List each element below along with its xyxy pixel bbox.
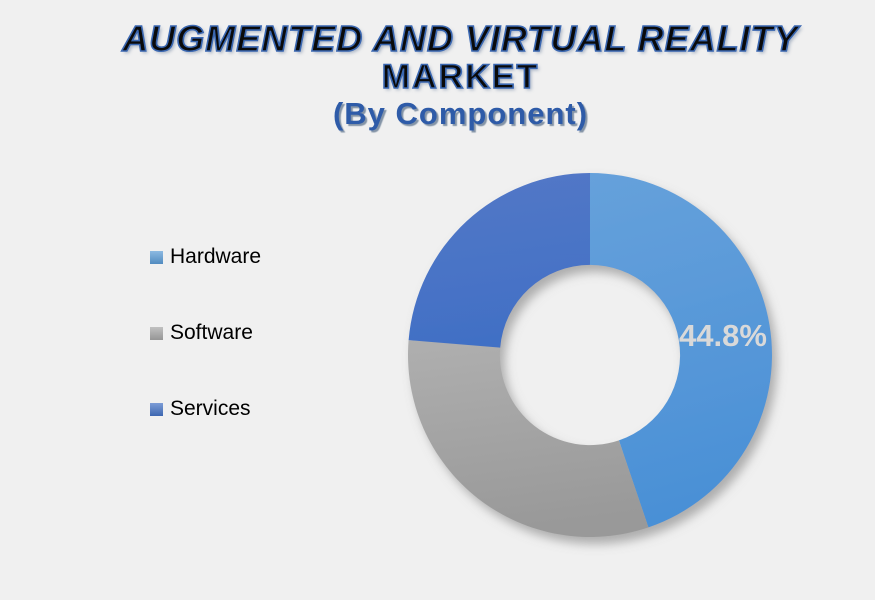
- legend-marker-services-icon: [150, 402, 163, 416]
- legend-marker-software-icon: [150, 326, 163, 340]
- legend: Hardware Software Services: [150, 243, 261, 471]
- legend-item-software[interactable]: Software: [150, 319, 261, 347]
- legend-marker-hardware-icon: [150, 250, 163, 264]
- chart-title-line2: MARKET: [381, 57, 540, 97]
- chart-subtitle: (By Component): [332, 96, 589, 131]
- legend-label-hardware: Hardware: [170, 245, 262, 268]
- chart-title: AUGMENTED AND VIRTUAL REALITY MARKET (By…: [23, 18, 875, 132]
- legend-item-services[interactable]: Services: [150, 395, 261, 423]
- donut-slice-services[interactable]: [408, 173, 590, 348]
- donut-slice-software[interactable]: [408, 340, 649, 537]
- legend-item-hardware[interactable]: Hardware: [150, 243, 261, 271]
- legend-label-software: Software: [170, 321, 253, 344]
- donut-slice-hardware[interactable]: [590, 173, 772, 528]
- chart-title-line1: AUGMENTED AND VIRTUAL REALITY: [122, 18, 799, 59]
- legend-label-services: Services: [170, 397, 251, 420]
